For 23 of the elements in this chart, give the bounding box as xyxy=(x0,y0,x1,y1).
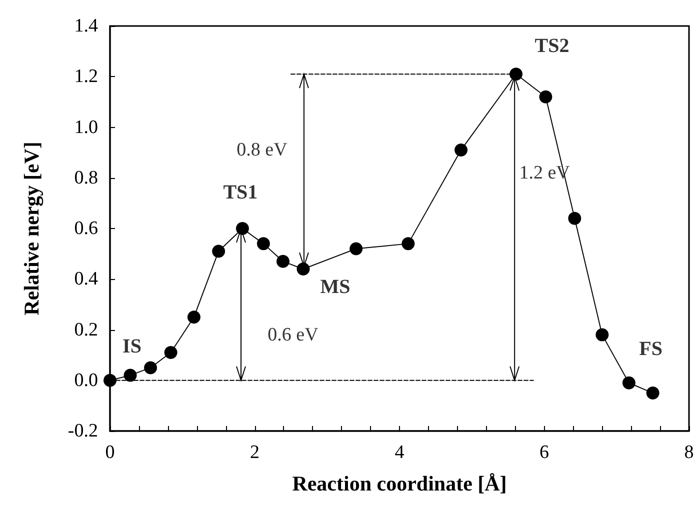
y-tick-label: 0.2 xyxy=(74,319,98,340)
x-axis-title: Reaction coordinate [Å] xyxy=(292,472,507,496)
annotation: TS1 xyxy=(223,182,258,204)
annotation: TS2 xyxy=(534,35,570,58)
y-tick-label: 0.0 xyxy=(74,370,98,391)
y-tick-label: 0.6 xyxy=(74,218,98,239)
annotation: 0.8 eV xyxy=(236,140,288,161)
x-tick-label: 2 xyxy=(250,442,260,463)
y-tick-label: -0.2 xyxy=(68,420,98,442)
annotation: IS xyxy=(122,335,142,358)
y-tick-label: 1.2 xyxy=(74,66,98,88)
x-tick-label: 0 xyxy=(105,442,115,463)
x-tick-label: 8 xyxy=(684,442,694,463)
x-tick-label: 4 xyxy=(394,442,405,463)
annotation: MS xyxy=(320,276,350,298)
x-tick-label: 6 xyxy=(540,442,549,463)
y-axis-title: Relative nergy [eV] xyxy=(20,142,44,316)
annotation: FS xyxy=(639,338,662,360)
y-tick-label: 1.4 xyxy=(74,16,98,36)
y-tick-label: 1.0 xyxy=(74,116,98,138)
annotation: 0.6 eV xyxy=(268,324,319,346)
y-tick-label: 0.8 xyxy=(74,167,98,188)
y-tick-label: 0.4 xyxy=(74,268,98,290)
